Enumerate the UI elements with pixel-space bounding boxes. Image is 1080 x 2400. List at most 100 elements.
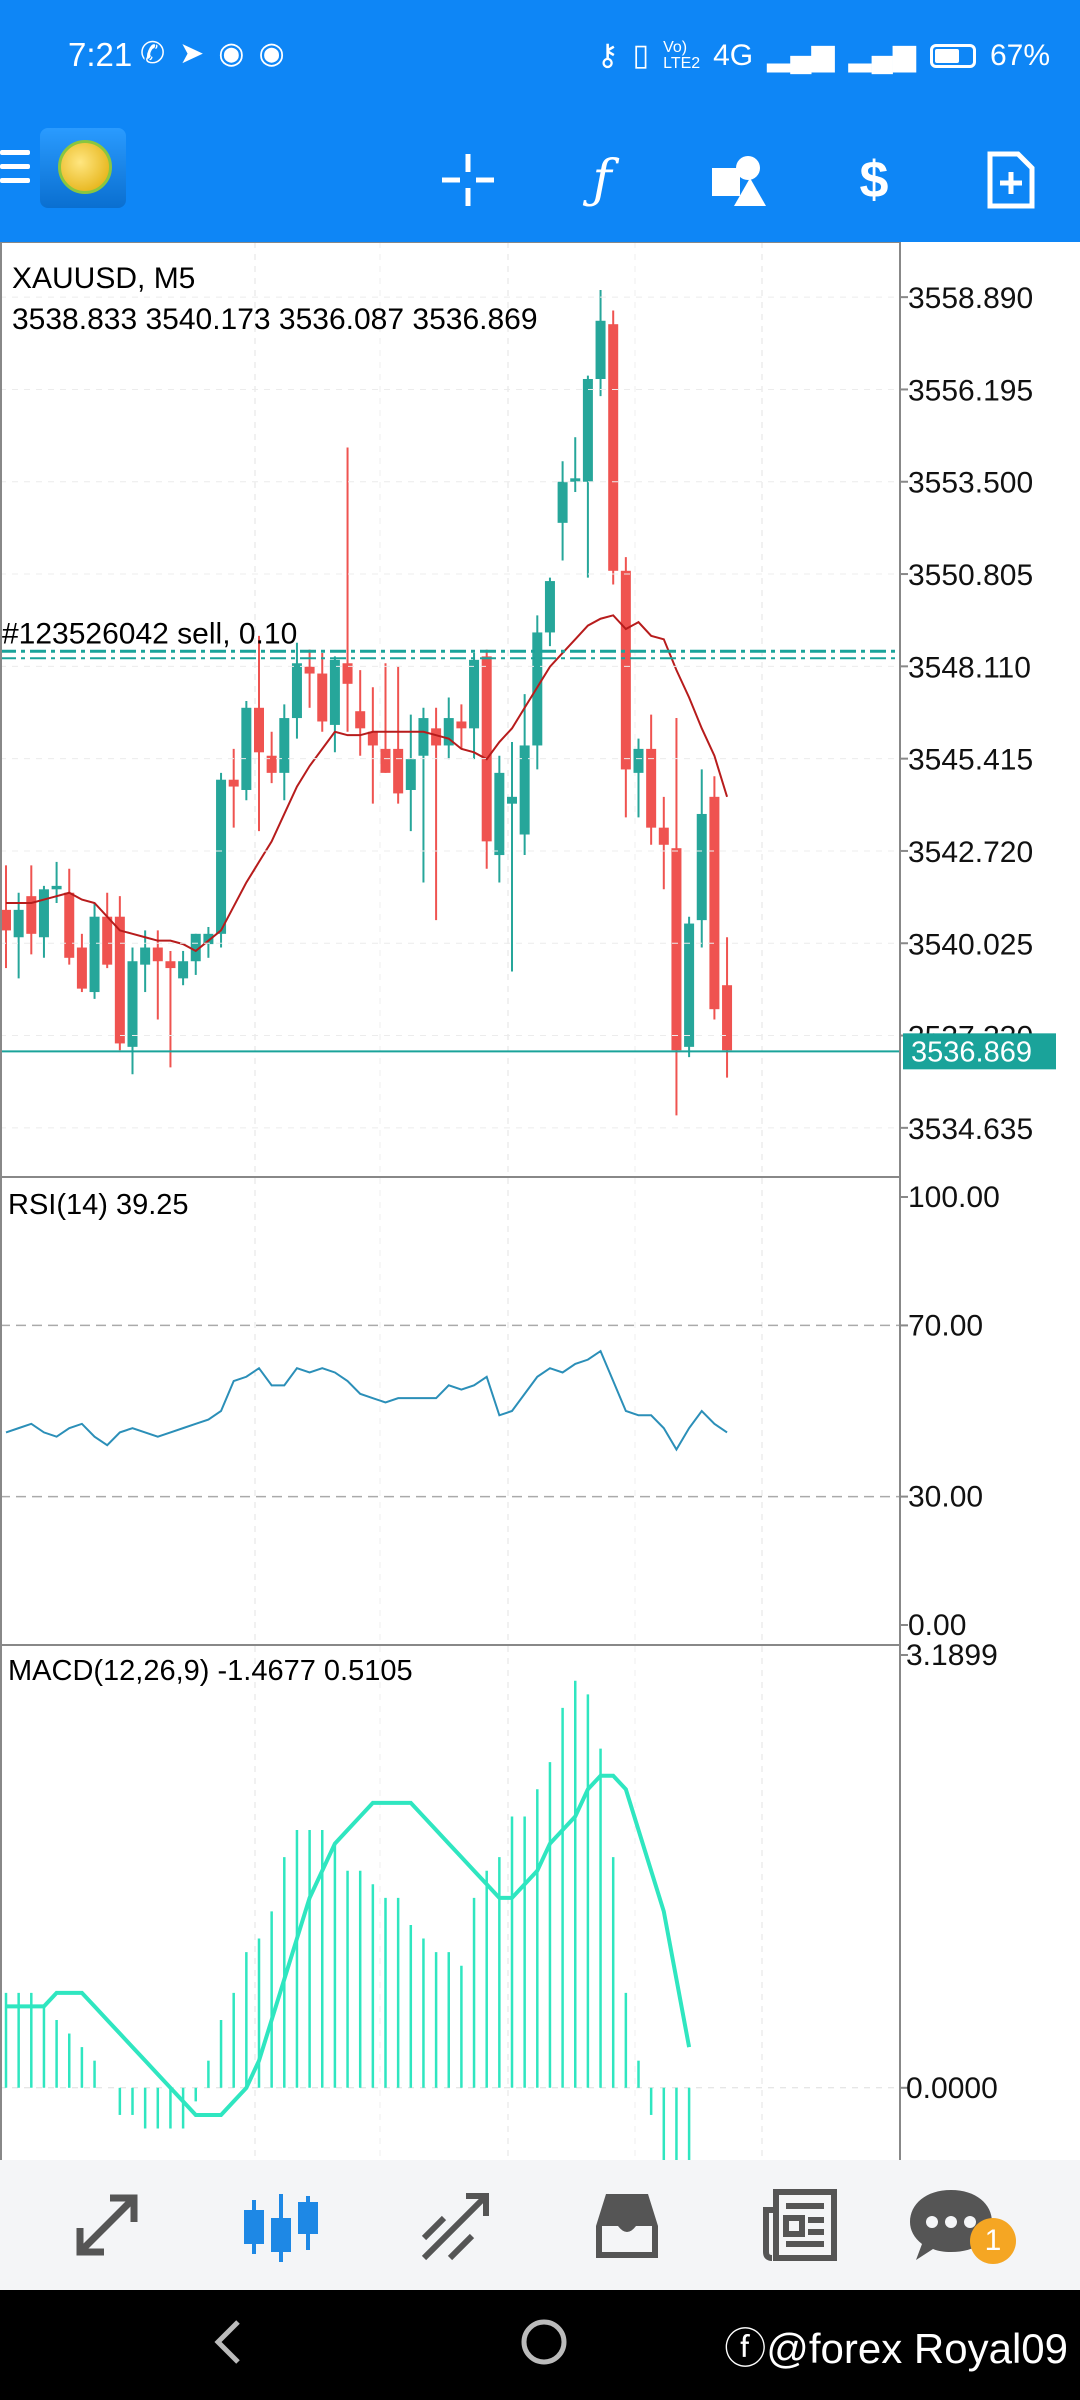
candle	[684, 923, 695, 1047]
candle	[646, 748, 657, 828]
candle	[76, 947, 87, 989]
chart-area[interactable]: 3558.890 3556.195 3553.500 3550.805 3548.110…	[0, 242, 1080, 2177]
moving-average-line	[6, 614, 729, 953]
price-tick-label: 3545.415	[908, 744, 1033, 777]
candle	[658, 827, 669, 845]
battery-icon	[929, 43, 976, 68]
candles-icon[interactable]	[236, 2180, 326, 2270]
price-tick-label: 3542.720	[908, 836, 1033, 869]
rsi-line	[5, 1349, 728, 1452]
candle	[203, 933, 214, 945]
candle	[291, 663, 302, 719]
telegram-icon: ➤	[179, 37, 219, 70]
candle	[254, 707, 264, 753]
candle	[178, 961, 189, 979]
price-tick-label: 3556.195	[908, 374, 1033, 407]
candle	[216, 779, 227, 934]
price-tick-label: 3553.500	[908, 467, 1033, 500]
candle	[13, 909, 24, 938]
network-label: 4G	[713, 38, 754, 72]
arrows-icon[interactable]	[62, 2180, 152, 2270]
candle	[608, 324, 619, 571]
price-tick-label: 3550.805	[908, 559, 1033, 592]
candle	[317, 673, 328, 722]
candle	[595, 320, 606, 379]
candle	[152, 947, 163, 962]
candle	[342, 663, 353, 684]
candle	[1, 909, 11, 931]
ohlc-label: 3538.833 3540.173 3536.087 3536.869	[12, 303, 538, 336]
candle	[102, 916, 113, 965]
current-price-label: 3536.869	[911, 1036, 1032, 1068]
candle	[51, 885, 62, 890]
candle	[127, 961, 138, 1047]
system-navigation	[0, 2290, 1080, 2400]
rsi-tick-label: 30.00	[908, 1481, 983, 1514]
news-icon[interactable]	[756, 2180, 846, 2270]
candle	[38, 889, 49, 938]
shapes-icon[interactable]	[708, 150, 768, 210]
candle	[722, 985, 733, 1051]
bottom-navigation	[0, 2160, 1080, 2290]
vpn-key-icon: ⚷	[596, 39, 619, 72]
candle	[241, 707, 252, 790]
candle	[380, 748, 391, 773]
candle	[190, 933, 201, 962]
candle	[570, 478, 581, 482]
inbox-icon[interactable]	[582, 2180, 672, 2270]
current-price-tag	[903, 1033, 1056, 1070]
rsi-label: RSI(14) 39.25	[8, 1189, 189, 1221]
candle	[633, 748, 644, 773]
app-logo	[40, 128, 126, 208]
messages-badge: 1	[970, 2218, 1016, 2264]
crosshair-icon[interactable]	[438, 150, 498, 210]
candle	[431, 728, 442, 746]
macd-tick-label: 3.1899	[906, 1639, 998, 1672]
price-tick-label: 3558.890	[908, 282, 1033, 315]
candle	[26, 896, 37, 934]
function-icon[interactable]: ƒ	[592, 150, 612, 210]
macd-label: MACD(12,26,9) -1.4677 0.5105	[8, 1655, 413, 1687]
candle	[64, 892, 75, 958]
dollar-trade-icon[interactable]: $	[859, 151, 889, 209]
price-chart[interactable]: 3558.890 3556.195 3553.500 3550.805 3548.110…	[0, 242, 1080, 2177]
symbol-label: XAUUSD, M5	[12, 262, 195, 295]
candle	[228, 779, 239, 787]
home-icon[interactable]	[514, 2312, 574, 2372]
whatsapp-icon: ✆	[140, 37, 180, 70]
trend-icon[interactable]	[410, 2180, 500, 2270]
volte-label: Vo) LTE2	[663, 38, 701, 72]
watermark: ⓕ@forex Royal09	[724, 2325, 1068, 2372]
rsi-tick-label: 70.00	[908, 1309, 983, 1342]
candle	[696, 813, 707, 921]
back-icon[interactable]	[200, 2312, 260, 2372]
candle	[140, 947, 151, 965]
status-bar: 7:21 ✆➤◉◉ ⚷ ▯ Vo) LTE2 4G ▂▄▆ ▂▄▆ 67%	[0, 0, 1080, 115]
signal-icon: ▂▄▆	[848, 39, 916, 72]
add-document-icon[interactable]	[980, 150, 1040, 210]
candle	[114, 916, 125, 1044]
hamburger-icon[interactable]	[0, 150, 30, 190]
candle	[507, 796, 517, 804]
candle	[304, 666, 315, 674]
price-tick-label: 3540.025	[908, 928, 1033, 961]
candle	[557, 481, 568, 523]
rsi-tick-label: 100.00	[908, 1181, 1000, 1214]
price-tick-label: 3548.110	[908, 651, 1031, 684]
chat-bubble-icon: ◉	[258, 37, 299, 70]
app-toolbar	[0, 115, 1080, 242]
price-tick-label: 3534.635	[908, 1113, 1033, 1146]
candle	[266, 755, 277, 773]
candle	[519, 745, 530, 835]
candle	[89, 916, 100, 993]
candle	[393, 748, 404, 794]
candle	[456, 721, 467, 729]
candle	[443, 718, 454, 746]
notification-icons: ✆➤◉◉	[140, 36, 299, 71]
candle	[418, 718, 429, 756]
rsi-tick-label: 0.00	[908, 1609, 966, 1642]
facebook-icon: ⓕ	[724, 2325, 767, 2372]
signal-icon: ▂▄▆	[767, 39, 835, 72]
chat-bubble-icon: ◉	[218, 37, 259, 70]
candle	[544, 581, 555, 633]
